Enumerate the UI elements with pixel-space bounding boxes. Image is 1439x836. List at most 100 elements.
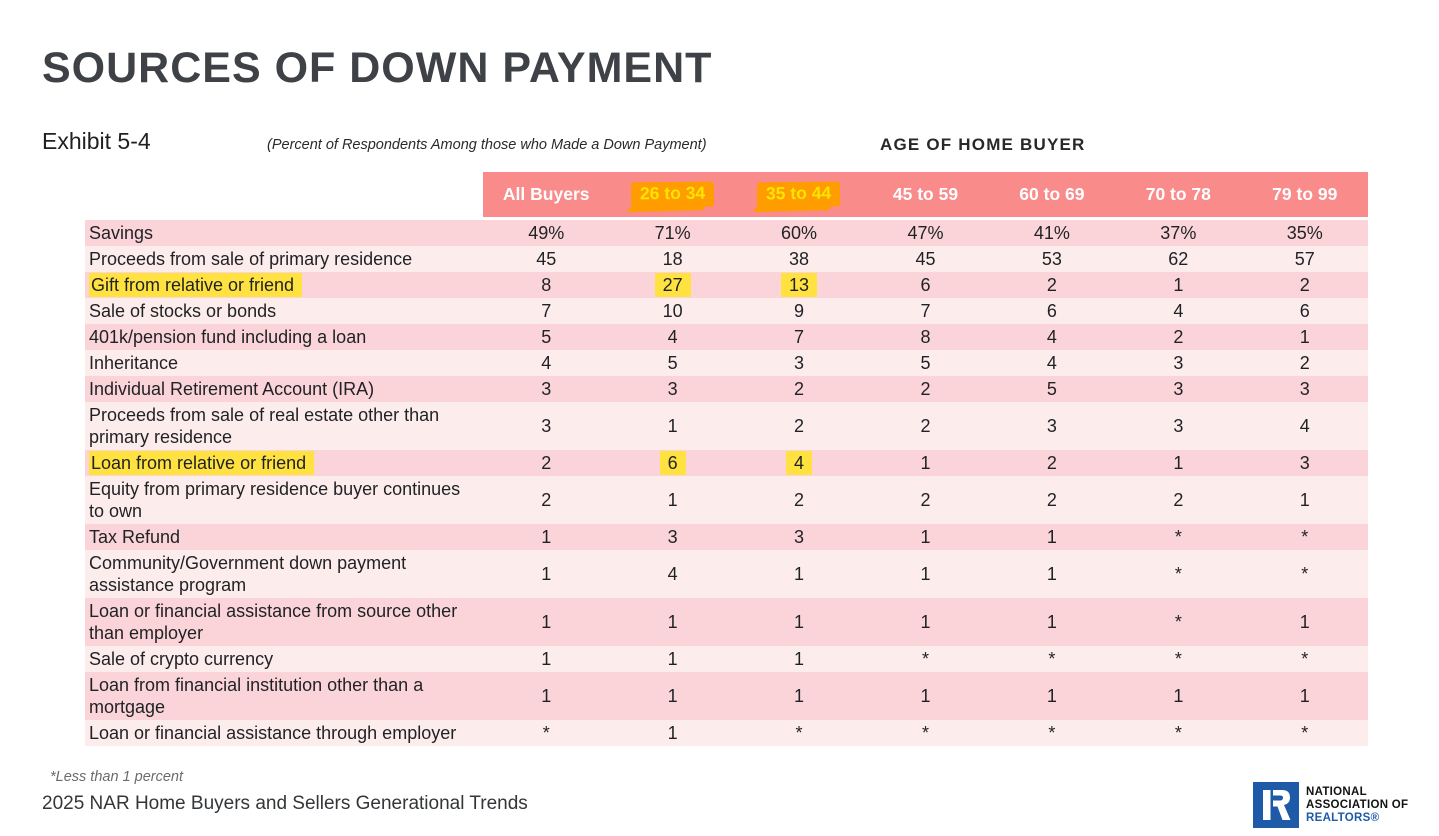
value-cell: 1 [609,646,736,672]
page-title: SOURCES OF DOWN PAYMENT [42,44,713,92]
value-cell: 1 [483,524,610,550]
value-cell: * [1241,550,1368,598]
value-cell: * [735,720,863,746]
highlighted-column-header: 26 to 34 [630,181,715,208]
value-cell: 2 [862,476,989,524]
value-cell: 2 [483,476,610,524]
value-cell: 1 [1115,272,1242,298]
value-cell: 1 [609,402,736,450]
value-cell: 3 [1241,450,1368,476]
value-cell: 1 [1241,672,1368,720]
column-header: All Buyers [483,172,610,220]
value-cell: 53 [988,246,1116,272]
column-header-spacer [85,172,483,220]
column-header: 70 to 78 [1115,172,1242,220]
value-cell: 1 [862,550,989,598]
table-row: Gift from relative or friend 8 27 13 6 2 1 2 [85,272,1368,298]
value-cell: 49% [483,220,610,246]
row-label: Gift from relative or friend [85,272,483,298]
value-cell: 4 [1241,402,1368,450]
value-cell: * [862,646,989,672]
row-label: Sale of stocks or bonds [85,298,483,324]
value-cell: 47% [862,220,989,246]
value-cell: 1 [1115,450,1242,476]
row-label: Proceeds from sale of primary residence [85,246,483,272]
table-row: Proceeds from sale of real estate other … [85,402,1368,450]
row-label: Equity from primary residence buyer cont… [85,476,483,524]
nar-logo-text: NATIONAL ASSOCIATION OF REALTORS® [1306,786,1408,825]
value-cell: * [483,720,610,746]
value-cell: 1 [609,720,736,746]
value-cell: 1 [1241,324,1368,350]
row-label: Sale of crypto currency [85,646,483,672]
value-cell: 1 [862,598,989,646]
value-cell: 3 [1115,402,1242,450]
footnote: *Less than 1 percent [50,769,184,785]
row-label: Loan or financial assistance through emp… [85,720,483,746]
value-cell: 60% [735,220,863,246]
highlighted-value: 27 [654,273,691,297]
value-cell: 7 [735,324,863,350]
value-cell: 1 [735,598,863,646]
column-header: 79 to 99 [1241,172,1368,220]
row-label: 401k/pension fund including a loan [85,324,483,350]
value-cell: 1 [609,476,736,524]
exhibit-label: Exhibit 5-4 [42,128,151,154]
row-label: Savings [85,220,483,246]
table-row: Tax Refund 1 3 3 1 1 * * [85,524,1368,550]
value-cell: 2 [988,450,1116,476]
column-header: 45 to 59 [862,172,989,220]
value-cell: * [1115,524,1242,550]
column-header: 60 to 69 [988,172,1116,220]
highlighted-value: 13 [781,273,818,297]
value-cell: 6 [609,450,736,476]
value-cell: 1 [1241,598,1368,646]
value-cell: 4 [988,324,1116,350]
table-row: Sale of stocks or bonds 7 10 9 7 6 4 6 [85,298,1368,324]
value-cell: 9 [735,298,863,324]
table-row: Loan from relative or friend 2 6 4 1 2 1 3 [85,450,1368,476]
value-cell: 2 [483,450,610,476]
value-cell: 1 [735,646,863,672]
table-row: Inheritance 4 5 3 5 4 3 2 [85,350,1368,376]
table-row: Equity from primary residence buyer cont… [85,476,1368,524]
table-row: Proceeds from sale of primary residence 4… [85,246,1368,272]
value-cell: 1 [483,646,610,672]
value-cell: 1 [862,450,989,476]
row-label: Individual Retirement Account (IRA) [85,376,483,402]
value-cell: 1 [483,672,610,720]
age-of-home-buyer-label: AGE OF HOME BUYER [880,135,1086,154]
value-cell: 1 [862,672,989,720]
table-row: 401k/pension fund including a loan 5 4 7 8 4 2… [85,324,1368,350]
nar-logo-line1: NATIONAL [1306,785,1367,798]
value-cell: * [1241,646,1368,672]
value-cell: 1 [735,672,863,720]
value-cell: 2 [862,402,989,450]
value-cell: 3 [735,350,863,376]
table-row: Community/Government down payment assist… [85,550,1368,598]
nar-logo-r-icon [1253,782,1299,828]
value-cell: 4 [735,450,863,476]
value-cell: 35% [1241,220,1368,246]
value-cell: 1 [1241,476,1368,524]
value-cell: 37% [1115,220,1242,246]
value-cell: * [1115,720,1242,746]
table-row: Loan or financial assistance through emp… [85,720,1368,746]
value-cell: * [1115,646,1242,672]
value-cell: 10 [609,298,736,324]
value-cell: 2 [862,376,989,402]
value-cell: 7 [483,298,610,324]
highlighted-row-label: Loan from relative or friend [89,451,315,475]
value-cell: 1 [609,672,736,720]
value-cell: 4 [1115,298,1242,324]
value-cell: 3 [1241,376,1368,402]
value-cell: 6 [1241,298,1368,324]
value-cell: 2 [735,376,863,402]
subtitle: (Percent of Respondents Among those who … [267,137,707,153]
value-cell: 57 [1241,246,1368,272]
value-cell: 2 [1115,324,1242,350]
value-cell: 41% [988,220,1116,246]
value-cell: 4 [483,350,610,376]
value-cell: 1 [483,550,610,598]
down-payment-table-container: All Buyers 26 to 34 35 to 44 45 to 59 60 to … [85,172,1368,746]
